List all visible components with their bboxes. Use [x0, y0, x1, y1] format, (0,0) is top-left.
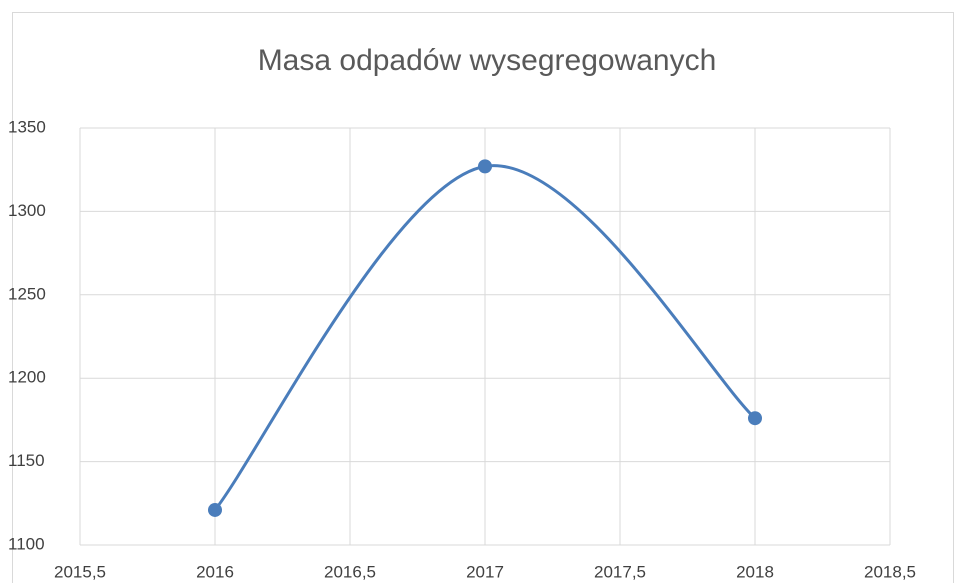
- y-tick-label: 1200: [8, 368, 46, 387]
- x-tick-label: 2018,5: [864, 562, 916, 581]
- x-tick-label: 2016,5: [324, 562, 376, 581]
- data-point: [748, 411, 762, 426]
- x-tick-label: 2017: [466, 562, 504, 581]
- y-tick-label: 1350: [8, 117, 46, 136]
- data-point: [208, 502, 222, 517]
- x-tick-label: 2015,5: [54, 562, 106, 581]
- y-tick-label: 1250: [8, 284, 46, 303]
- x-tick-label: 2018: [736, 562, 774, 581]
- chart-border: [12, 12, 954, 583]
- y-tick-label: 1300: [8, 201, 46, 220]
- y-tick-label: 1100: [8, 534, 45, 553]
- data-point: [478, 159, 492, 174]
- chart-title: Masa odpadów wysegregowanych: [258, 44, 717, 77]
- x-tick-label: 2017,5: [594, 562, 646, 581]
- y-tick-label: 1150: [8, 451, 45, 470]
- x-tick-label: 2016: [196, 562, 234, 581]
